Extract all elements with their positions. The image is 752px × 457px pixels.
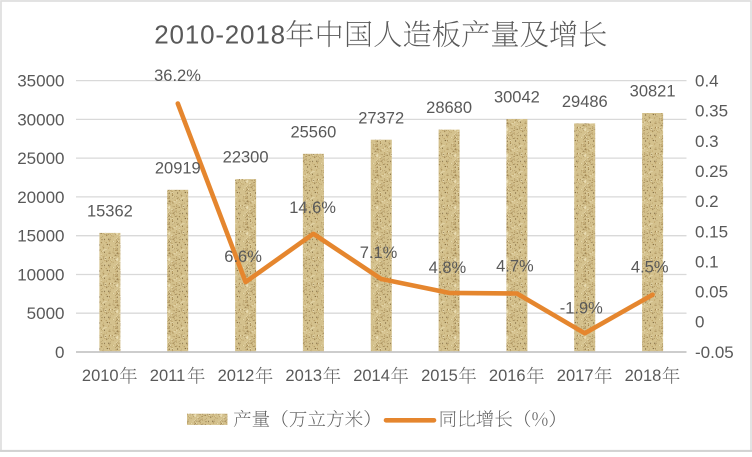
svg-text:4.7%: 4.7% [496, 258, 534, 276]
svg-text:10000: 10000 [17, 265, 64, 284]
svg-text:20000: 20000 [17, 188, 64, 207]
svg-text:2015: 2015 [421, 367, 458, 385]
svg-text:0.4: 0.4 [695, 72, 719, 91]
svg-text:0.1: 0.1 [695, 252, 719, 271]
svg-text:4.8%: 4.8% [429, 259, 467, 277]
svg-text:30042: 30042 [494, 89, 540, 107]
svg-text:22300: 22300 [223, 149, 269, 167]
svg-text:0: 0 [695, 313, 704, 332]
svg-text:2017: 2017 [557, 367, 594, 385]
svg-text:0.2: 0.2 [695, 192, 719, 211]
svg-text:-1.9%: -1.9% [560, 300, 603, 318]
svg-text:2013: 2013 [285, 367, 322, 385]
svg-text:0.15: 0.15 [695, 222, 728, 241]
svg-text:29486: 29486 [562, 93, 608, 111]
svg-text:36.2%: 36.2% [154, 67, 201, 85]
svg-text:14.6%: 14.6% [289, 199, 336, 217]
svg-text:4.5%: 4.5% [631, 259, 669, 277]
svg-text:0.25: 0.25 [695, 162, 728, 181]
svg-text:28680: 28680 [426, 99, 472, 117]
svg-text:25560: 25560 [290, 123, 336, 141]
svg-text:2018: 2018 [625, 367, 662, 385]
svg-text:30000: 30000 [17, 110, 64, 129]
svg-text:27372: 27372 [358, 109, 404, 127]
svg-text:6.6%: 6.6% [224, 248, 262, 266]
svg-text:2012: 2012 [218, 367, 255, 385]
svg-text:0.3: 0.3 [695, 132, 719, 151]
svg-text:7.1%: 7.1% [360, 244, 398, 262]
svg-text:25000: 25000 [17, 149, 64, 168]
svg-text:20919: 20919 [155, 159, 201, 177]
svg-text:15000: 15000 [17, 227, 64, 246]
svg-text:2010: 2010 [82, 367, 119, 385]
svg-text:2010-2018: 2010-2018 [154, 19, 286, 49]
svg-text:0: 0 [55, 343, 64, 362]
svg-text:30821: 30821 [630, 83, 676, 101]
svg-text:-0.05: -0.05 [695, 343, 734, 362]
svg-text:0.35: 0.35 [695, 102, 728, 121]
svg-text:5000: 5000 [27, 304, 65, 323]
svg-text:0.05: 0.05 [695, 283, 728, 302]
svg-text:2014: 2014 [353, 367, 390, 385]
svg-text:2011: 2011 [150, 367, 185, 385]
svg-text:2016: 2016 [489, 367, 526, 385]
svg-text:35000: 35000 [17, 72, 64, 91]
svg-text:15362: 15362 [87, 203, 133, 221]
